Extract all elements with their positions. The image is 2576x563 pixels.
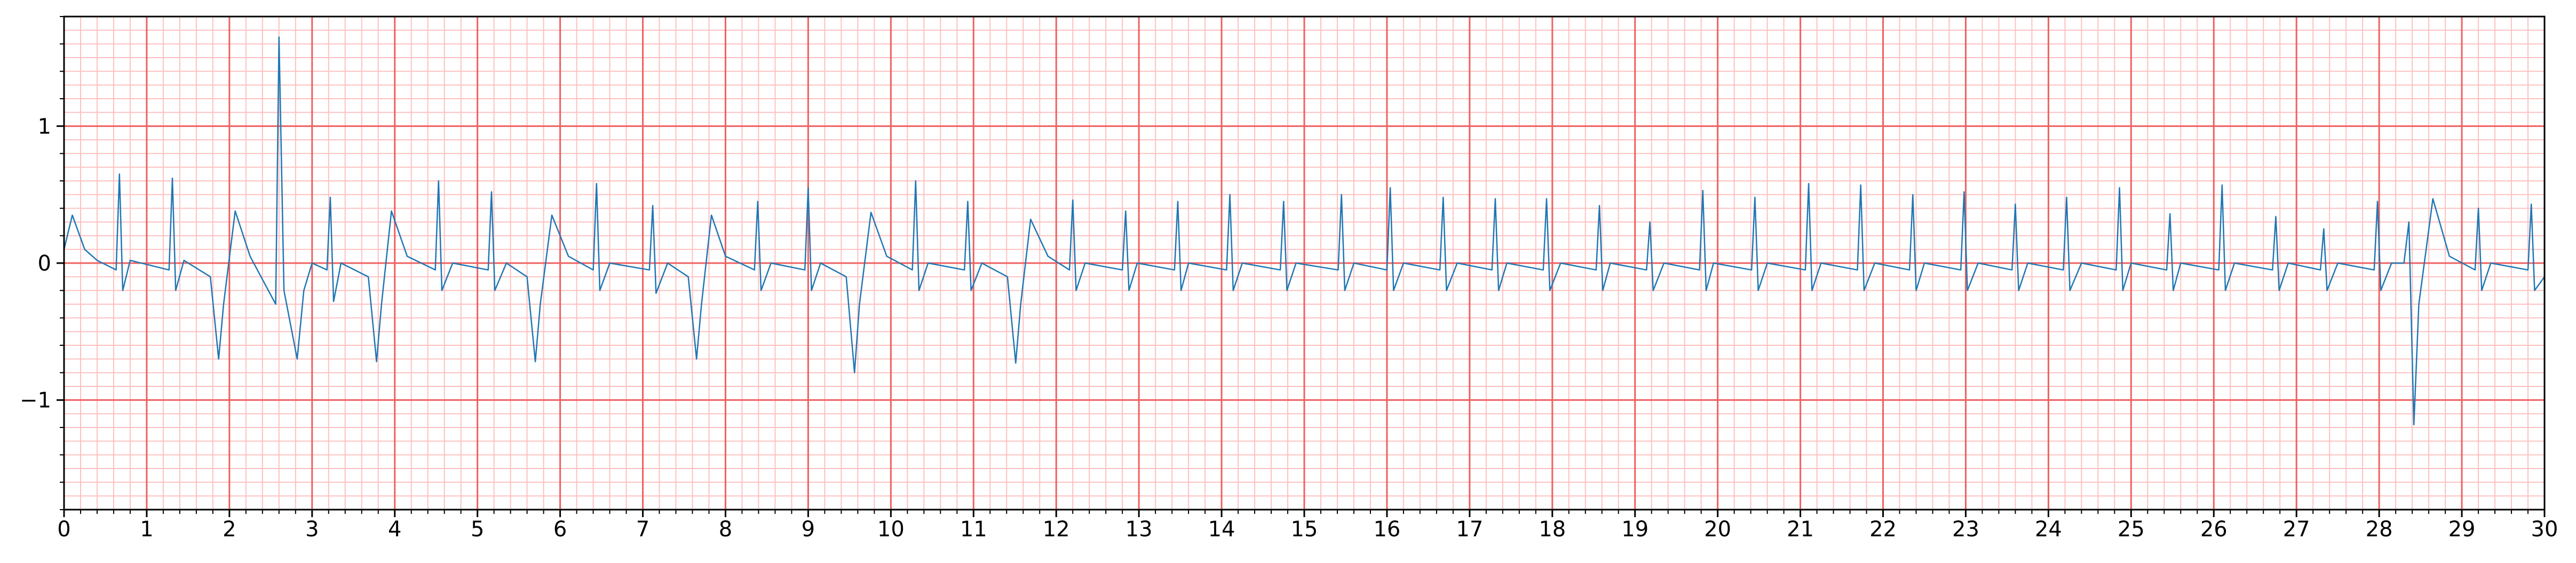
- x-tick-label: 3: [305, 517, 319, 542]
- x-tick-label: 23: [1952, 517, 1979, 542]
- x-tick-label: 8: [719, 517, 732, 542]
- signal-line: [63, 36, 2546, 426]
- x-tick-label: 21: [1787, 517, 1814, 542]
- x-tick-label: 29: [2448, 517, 2476, 542]
- x-tick-label: 9: [802, 517, 815, 542]
- x-tick-label: 2: [223, 517, 236, 542]
- plot-frame: [63, 15, 2546, 511]
- x-tick-label: 5: [471, 517, 484, 542]
- x-tick-label: 27: [2283, 517, 2310, 542]
- y-tick-label: −1: [20, 388, 51, 413]
- x-tick-label: 12: [1043, 517, 1070, 542]
- x-tick-label: 10: [877, 517, 905, 542]
- x-tick-label: 13: [1125, 517, 1153, 542]
- x-tick-label: 19: [1621, 517, 1648, 542]
- x-tick-label: 11: [960, 517, 987, 542]
- x-tick-label: 25: [2118, 517, 2145, 542]
- x-tick-label: 24: [2035, 517, 2062, 542]
- x-tick-label: 30: [2531, 517, 2558, 542]
- x-tick-label: 14: [1208, 517, 1235, 542]
- x-tick-label: 28: [2366, 517, 2393, 542]
- y-tick-label: 0: [38, 251, 51, 276]
- x-tick-label: 6: [553, 517, 567, 542]
- x-tick-label: 26: [2200, 517, 2228, 542]
- x-tick-label: 7: [636, 517, 649, 542]
- x-tick-label: 18: [1539, 517, 1566, 542]
- x-tick-label: 0: [57, 517, 70, 542]
- x-tick-label: 4: [388, 517, 401, 542]
- x-tick-label: 16: [1373, 517, 1400, 542]
- x-tick-label: 22: [1869, 517, 1897, 542]
- x-tick-label: 20: [1704, 517, 1731, 542]
- x-tick-label: 17: [1456, 517, 1483, 542]
- x-tick-label: 15: [1291, 517, 1318, 542]
- y-tick-label: 1: [38, 114, 51, 139]
- x-tick-label: 1: [140, 517, 153, 542]
